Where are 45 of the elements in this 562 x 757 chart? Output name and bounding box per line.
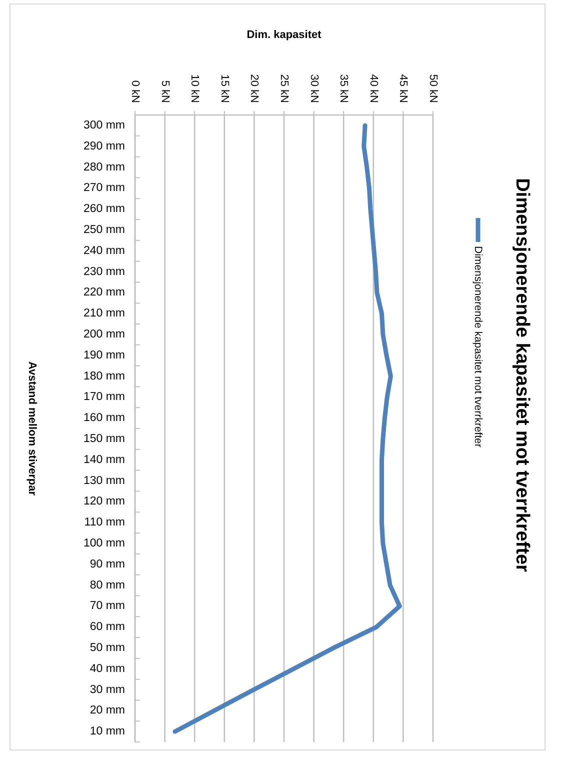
x-tick-label: 35 kN [338,74,350,104]
y-tick-label: 180 mm [83,370,125,382]
y-tick-label: 250 mm [83,224,125,236]
y-tick-label: 260 mm [83,203,125,216]
y-tick-label: 110 mm [84,516,125,529]
x-axis-title: Dim. kapasitet [246,29,322,41]
x-tick-label: 45 kN [397,74,410,104]
y-tick-label: 300 mm [83,119,125,132]
y-tick-label: 80 mm [90,579,125,592]
y-tick-label: 130 mm [83,474,125,487]
y-tick-label: 220 mm [83,286,125,299]
x-tick-label: 25 kN [278,74,290,104]
y-tick-label: 20 mm [90,704,125,717]
x-tick-label: 40 kN [367,74,380,104]
x-tick-label: 20 kN [248,74,260,104]
y-tick-label: 160 mm [83,412,125,424]
y-tick-label: 120 mm [83,496,125,508]
y-tick-label: 40 mm [90,662,125,675]
y-axis-title: Avstand mellom stiverpar [26,361,38,496]
y-tick-label: 170 mm [83,391,125,404]
y-tick-label: 100 mm [83,537,125,550]
y-tick-label: 10 mm [90,726,125,738]
y-tick-label: 230 mm [83,266,125,278]
y-tick-label: 240 mm [83,244,125,257]
x-tick-label: 5 kN [158,80,171,104]
text: Dimensjonerende kapasitet mot tverrkrefter [512,178,532,573]
x-tick-label: 30 kN [308,74,320,104]
x-tick-label: 10 kN [188,74,201,104]
x-tick-label: 50 kN [427,74,439,104]
x-tick-label: 15 kN [218,74,230,104]
y-tick-label: 150 mm [83,432,125,445]
y-tick-label: 50 mm [90,642,125,654]
x-tick-label: 0 kN [129,80,141,104]
y-tick-label: 270 mm [83,182,125,194]
y-tick-label: 140 mm [83,454,125,466]
y-tick-label: 190 mm [83,349,125,362]
y-tick-label: 280 mm [83,161,125,174]
y-tick-label: 210 mm [83,308,125,320]
y-tick-label: 60 mm [90,621,125,634]
y-tick-label: 70 mm [90,600,125,612]
y-tick-label: 200 mm [83,328,125,340]
y-tick-label: 290 mm [83,140,125,152]
legend-label: Dimensjonerende kapasitet mot tverrkrefter [472,246,484,448]
y-tick-label: 30 mm [90,684,125,696]
y-tick-label: 90 mm [90,558,125,570]
